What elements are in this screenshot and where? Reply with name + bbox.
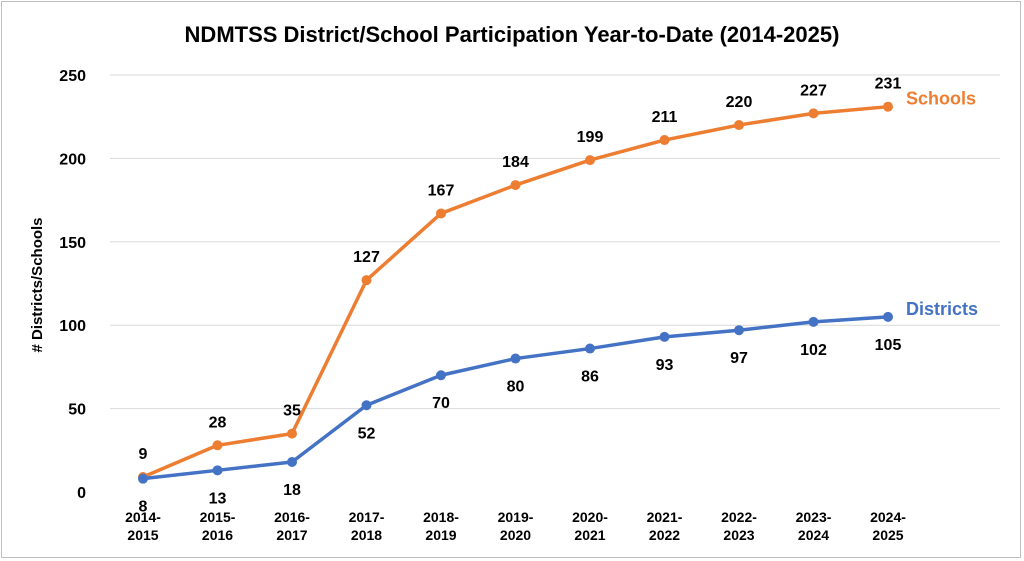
series-line-districts	[142, 315, 889, 481]
data-label: 18	[283, 482, 301, 499]
x-tick-label: 2020-2021	[572, 509, 608, 543]
data-point	[361, 275, 372, 286]
data-label: 8	[139, 499, 148, 516]
data-label: 184	[502, 154, 529, 171]
data-point	[212, 465, 223, 476]
x-tick-label: 2021-2022	[647, 509, 683, 543]
x-tick-label: 2024-2025	[870, 509, 906, 543]
data-point	[883, 311, 893, 322]
data-point	[659, 135, 670, 146]
data-label: 28	[209, 414, 227, 431]
data-label: 9	[139, 446, 148, 463]
data-point	[436, 208, 446, 219]
data-point	[287, 456, 297, 467]
data-point	[510, 180, 521, 191]
data-point	[361, 400, 372, 411]
x-tick-label: 2015-2016	[200, 509, 236, 543]
series-name-label: Districts	[906, 299, 978, 319]
x-tick-label: 2023-2024	[796, 509, 832, 543]
data-label: 52	[358, 425, 376, 442]
data-label: 220	[726, 94, 753, 111]
y-tick-label: 150	[59, 235, 86, 252]
data-label: 167	[428, 182, 455, 199]
gridlines	[110, 74, 1000, 410]
data-point	[808, 108, 819, 119]
y-axis-ticks: 0 50 100 150 200 250	[59, 68, 86, 502]
chart-title: NDMTSS District/School Participation Yea…	[185, 22, 840, 47]
data-label: 211	[652, 109, 678, 126]
x-tick-label: 2014-2015	[125, 509, 161, 543]
data-point	[734, 325, 744, 336]
series-name-label: Schools	[906, 89, 976, 109]
data-point	[212, 440, 223, 451]
data-point	[585, 343, 595, 354]
data-point	[734, 120, 744, 131]
x-axis-ticks: 2014-2015 2015-2016 2016-2017 2017-2018 2018…	[125, 509, 906, 543]
data-label: 231	[875, 76, 902, 93]
y-tick-label: 50	[68, 402, 86, 419]
x-tick-label: 2019-2020	[498, 509, 534, 543]
y-tick-label: 200	[59, 151, 86, 168]
data-label: 199	[577, 129, 604, 146]
series-districts: 8 13 18 52 70 80 86 93 97 102 105 Districts	[138, 299, 978, 516]
x-tick-label: 2017-2018	[349, 509, 385, 543]
data-label: 35	[283, 403, 301, 420]
data-label: 70	[432, 395, 450, 412]
data-label: 127	[353, 249, 380, 266]
x-tick-label: 2022-2023	[721, 509, 757, 543]
data-point	[287, 428, 297, 439]
data-point	[510, 353, 521, 364]
data-point	[883, 101, 893, 112]
data-point	[585, 155, 595, 166]
data-label: 97	[730, 350, 748, 367]
y-tick-label: 100	[59, 318, 86, 335]
data-label: 86	[581, 369, 599, 386]
data-point	[138, 473, 148, 484]
data-label: 13	[209, 490, 227, 507]
y-axis-label: # Districts/Schools	[29, 217, 46, 352]
data-point	[808, 316, 819, 327]
data-point	[436, 370, 446, 381]
x-tick-label: 2016-2017	[274, 509, 310, 543]
data-label: 80	[507, 379, 525, 396]
x-tick-label: 2018-2019	[423, 509, 459, 543]
data-label: 227	[800, 82, 827, 99]
data-label: 93	[656, 357, 674, 374]
y-tick-label: 250	[59, 68, 86, 85]
data-point	[659, 331, 670, 342]
data-label: 102	[800, 342, 827, 359]
data-label: 105	[875, 337, 902, 354]
y-tick-label: 0	[77, 485, 86, 502]
